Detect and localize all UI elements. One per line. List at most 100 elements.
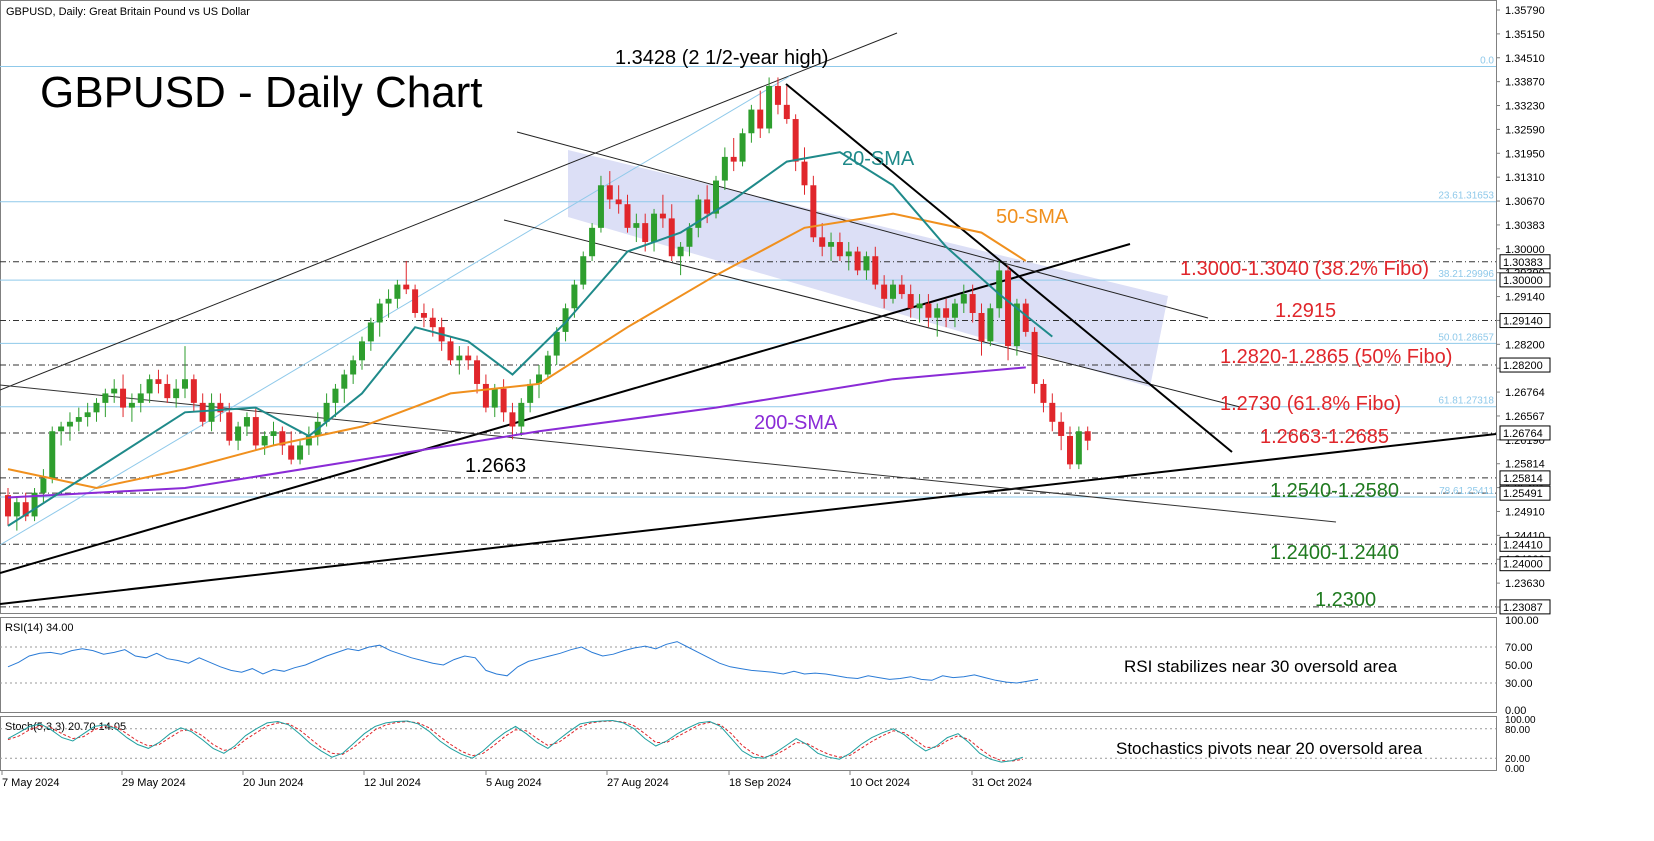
level-label-38fibo: 1.3000-1.3040 (38.2% Fibo) — [1180, 258, 1429, 280]
candle-body — [359, 341, 365, 361]
candle-body — [305, 435, 312, 446]
candle-body — [5, 495, 11, 517]
candle-body — [500, 388, 507, 413]
candle-body — [686, 227, 693, 247]
candle-body — [66, 421, 73, 427]
candle-body — [801, 161, 808, 186]
candle-body — [173, 388, 180, 399]
candle-body — [84, 412, 91, 418]
candle-body — [571, 284, 578, 309]
price-tick-label: 1.23630 — [1505, 578, 1545, 590]
chart-title: GBPUSD - Daily Chart — [40, 68, 483, 117]
candle-body — [226, 412, 233, 441]
rsi-tick-label: 30.00 — [1505, 678, 1533, 690]
candle-body — [146, 379, 153, 394]
price-tick-label: 1.30000 — [1505, 244, 1545, 256]
candle-body — [447, 341, 454, 361]
candle-body — [695, 199, 702, 228]
candle-body — [916, 303, 923, 309]
price-tick-label: 1.30383 — [1505, 220, 1545, 232]
candle-body — [925, 303, 932, 318]
candle-body — [606, 185, 613, 200]
stoch-annotation: Stochastics pivots near 20 oversold area — [1116, 739, 1423, 758]
price-box-label: 1.30000 — [1503, 275, 1543, 287]
candle-body — [1031, 331, 1038, 384]
date-tick-label: 7 May 2024 — [2, 777, 59, 789]
candle-body — [739, 133, 746, 162]
rsi-title: RSI(14) 34.00 — [5, 622, 73, 634]
candle-body — [633, 223, 640, 228]
candle-body — [642, 223, 649, 243]
level-label-12663: 1.2663-1.2685 — [1260, 426, 1389, 448]
candle-body — [580, 256, 587, 285]
price-box-label: 1.25491 — [1503, 488, 1543, 500]
candle-body — [509, 412, 516, 427]
candle-body — [1067, 435, 1073, 465]
candle-body — [270, 431, 277, 436]
candle-body — [341, 374, 348, 389]
price-tick-label: 1.31950 — [1505, 148, 1545, 160]
trendline-steep-falling — [785, 83, 1233, 453]
candle-body — [562, 308, 569, 332]
candle-body — [810, 185, 817, 238]
price-tick-label: 1.24910 — [1505, 506, 1545, 518]
rsi-tick-label: 100.00 — [1505, 615, 1539, 627]
candle-body — [978, 312, 985, 342]
sma200-line — [7, 366, 1026, 499]
price-tick-label: 1.26567 — [1505, 411, 1545, 423]
stoch-main-line — [7, 719, 1024, 763]
price-tick-label: 1.25814 — [1505, 459, 1545, 471]
trendline-channel-top — [516, 131, 1209, 319]
candle-body — [252, 417, 259, 446]
date-tick-label: 31 Oct 2024 — [972, 777, 1032, 789]
symbol-header: GBPUSD, Daily: Great Britain Pound vs US… — [6, 6, 250, 18]
candle-body — [854, 251, 861, 271]
candle-body — [677, 246, 684, 257]
price-box — [1499, 272, 1551, 288]
price-tick-label: 1.29140 — [1505, 292, 1545, 304]
candle-body — [49, 431, 56, 479]
candle-body — [261, 435, 268, 446]
price-tick-label: 1.31310 — [1505, 172, 1545, 184]
fibo-label-1: 23.61.31653 — [1438, 191, 1494, 202]
candle-body — [13, 502, 20, 517]
candle-body — [367, 322, 374, 342]
date-tick-label: 29 May 2024 — [122, 777, 186, 789]
candle-body — [907, 294, 914, 309]
candle-body — [668, 218, 675, 257]
candle-body — [1075, 431, 1082, 465]
annotation-swing-low: 1.2663 — [465, 455, 526, 477]
fibo-label-3: 50.01.28657 — [1438, 332, 1494, 343]
candle-body — [31, 492, 38, 517]
candle-body — [943, 308, 950, 318]
candle-body — [527, 383, 534, 403]
candle-body — [987, 308, 994, 342]
level-label-12540: 1.2540-1.2580 — [1270, 480, 1399, 502]
candle-body — [120, 388, 127, 408]
candle-body — [721, 156, 728, 181]
rsi-tick-label: 70.00 — [1505, 642, 1533, 654]
level-label-50fibo: 1.2820-1.2865 (50% Fibo) — [1220, 346, 1452, 368]
date-tick-label: 18 Sep 2024 — [729, 777, 791, 789]
fibo-label-5: 78.61.25411 — [1439, 486, 1494, 497]
price-box-label: 1.28200 — [1503, 360, 1543, 372]
candle-body — [1058, 421, 1065, 436]
candle-body — [836, 242, 843, 257]
date-tick-label: 5 Aug 2024 — [486, 777, 542, 789]
candle-body — [1049, 402, 1056, 422]
candle-body — [40, 478, 47, 493]
trendline-long-term-support — [0, 433, 1497, 605]
price-tick-label: 1.35790 — [1505, 5, 1545, 17]
candle-body — [757, 109, 764, 129]
candle-body — [960, 294, 967, 304]
candle-body — [1040, 383, 1047, 403]
candle-body — [828, 242, 835, 247]
candle-body — [199, 402, 206, 422]
trendline-upper-rising — [0, 32, 898, 391]
candle-body — [102, 393, 109, 403]
price-tick-label: 1.33870 — [1505, 77, 1545, 89]
trendline-fibo-diagonal — [0, 75, 791, 546]
